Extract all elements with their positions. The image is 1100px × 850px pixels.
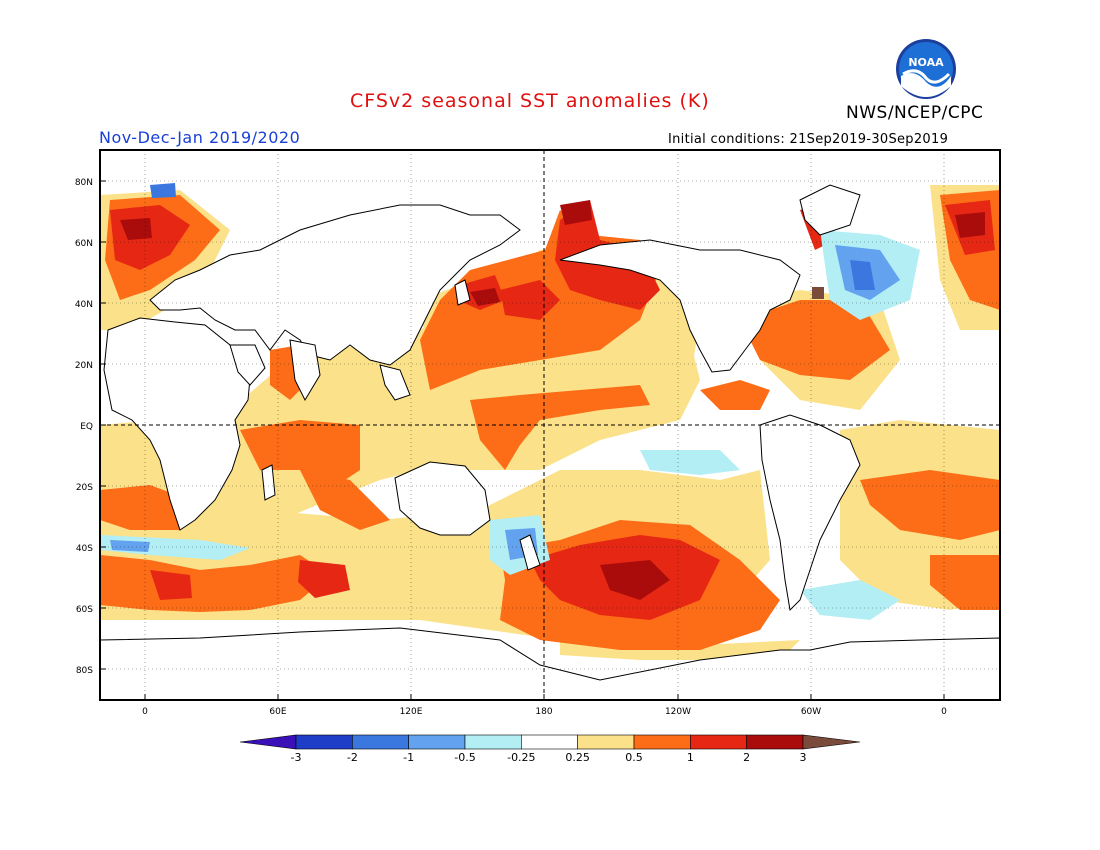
colorbar-tick-label: 0.25 <box>565 751 590 764</box>
colorbar-swatch <box>690 734 747 750</box>
anomaly-region <box>700 380 770 410</box>
lon-label: 0 <box>142 707 148 717</box>
anomaly-region <box>930 555 1000 610</box>
land-outline <box>289 339 321 402</box>
lon-label: 0 <box>941 707 947 717</box>
anomaly-region <box>800 580 900 620</box>
logo-text: NOAA <box>908 56 944 69</box>
anomaly-region <box>812 287 824 299</box>
anomaly-region <box>640 450 740 475</box>
colorbar-tick-label: -2 <box>347 751 358 764</box>
land-outline <box>394 461 491 536</box>
lon-label: 60W <box>801 707 821 717</box>
anomaly-region <box>860 470 1000 540</box>
anomaly-region <box>850 260 875 290</box>
anomaly-region <box>470 288 500 306</box>
anomaly-region <box>740 300 890 380</box>
agency-label: NWS/NCEP/CPC <box>846 103 984 123</box>
colorbar-tick-label: -0.25 <box>507 751 535 764</box>
colorbar-swatch <box>295 734 353 750</box>
colorbar-tick-label: 1 <box>687 751 694 764</box>
land-outline <box>379 364 411 401</box>
land-outline <box>149 204 521 366</box>
land-outline <box>229 344 266 386</box>
lon-label: 120W <box>665 707 691 717</box>
anomaly-region <box>110 540 150 552</box>
forecast-period: Nov-Dec-Jan 2019/2020 <box>99 128 301 147</box>
lat-label: 80N <box>75 178 93 188</box>
noaa-logo-icon: NOAA <box>896 39 956 99</box>
chart-title: CFSv2 seasonal SST anomalies (K) <box>350 90 710 112</box>
map-gridlines <box>100 150 1000 700</box>
colorbar-tick-label: -3 <box>291 751 302 764</box>
anomaly-region <box>955 212 985 238</box>
anomaly-region <box>470 385 650 470</box>
colorbar-swatch <box>746 734 804 750</box>
lat-label: 40S <box>76 544 93 554</box>
colorbar-high-arrow <box>802 734 861 750</box>
lat-label: 60N <box>75 239 93 249</box>
colorbar-swatch <box>577 734 635 750</box>
land-outline <box>103 317 251 531</box>
colorbar-tick-label: 2 <box>743 751 750 764</box>
land-outline <box>100 627 1000 700</box>
anomaly-region <box>300 470 390 530</box>
land-outline <box>454 279 471 306</box>
lon-label: 180 <box>535 707 552 717</box>
land-outline <box>759 414 861 612</box>
colorbar-low-arrow <box>239 734 297 750</box>
anomaly-region <box>298 560 350 598</box>
colorbar-swatch <box>633 734 691 750</box>
lat-label: 80S <box>76 666 93 676</box>
anomaly-region <box>500 280 560 320</box>
anomaly-region <box>150 183 176 198</box>
anomaly-shading <box>100 183 1000 660</box>
colorbar-swatch <box>464 734 522 750</box>
colorbar-tick-label: -0.5 <box>454 751 475 764</box>
lat-label: 20S <box>76 483 93 493</box>
anomaly-region <box>150 570 192 600</box>
land-outline <box>559 239 801 373</box>
anomaly-region <box>600 560 670 600</box>
lat-label: 40N <box>75 300 93 310</box>
colorbar-tick-label: 3 <box>800 751 807 764</box>
land-outline <box>799 184 861 236</box>
latitude-labels: 80N 60N 40N 20N EQ 20S 40S 60S 80S <box>75 178 106 676</box>
land-outline <box>261 464 276 501</box>
colorbar: -3 -2 -1 -0.5 -0.25 0.25 0.5 1 2 3 <box>239 734 861 764</box>
colorbar-swatch <box>352 734 409 750</box>
land-outline <box>519 534 541 571</box>
lon-label: 120E <box>400 707 423 717</box>
colorbar-swatch <box>408 734 466 750</box>
lon-label: 60E <box>269 707 286 717</box>
lat-label: 20N <box>75 361 93 371</box>
initial-conditions: Initial conditions: 21Sep2019-30Sep2019 <box>668 132 949 147</box>
colorbar-tick-label: 0.5 <box>625 751 643 764</box>
lat-label: 60S <box>76 605 93 615</box>
lat-label: EQ <box>80 422 93 432</box>
colorbar-swatch <box>521 734 578 750</box>
anomaly-region <box>100 535 250 560</box>
anomaly-region <box>560 200 592 225</box>
anomaly-region <box>100 485 190 530</box>
colorbar-tick-label: -1 <box>403 751 414 764</box>
anomaly-region <box>120 218 152 240</box>
landmass-outlines <box>100 184 1000 700</box>
longitude-labels: 0 60E 120E 180 120W 60W 0 <box>142 694 947 717</box>
anomaly-region <box>240 420 360 490</box>
anomaly-region <box>100 555 330 612</box>
